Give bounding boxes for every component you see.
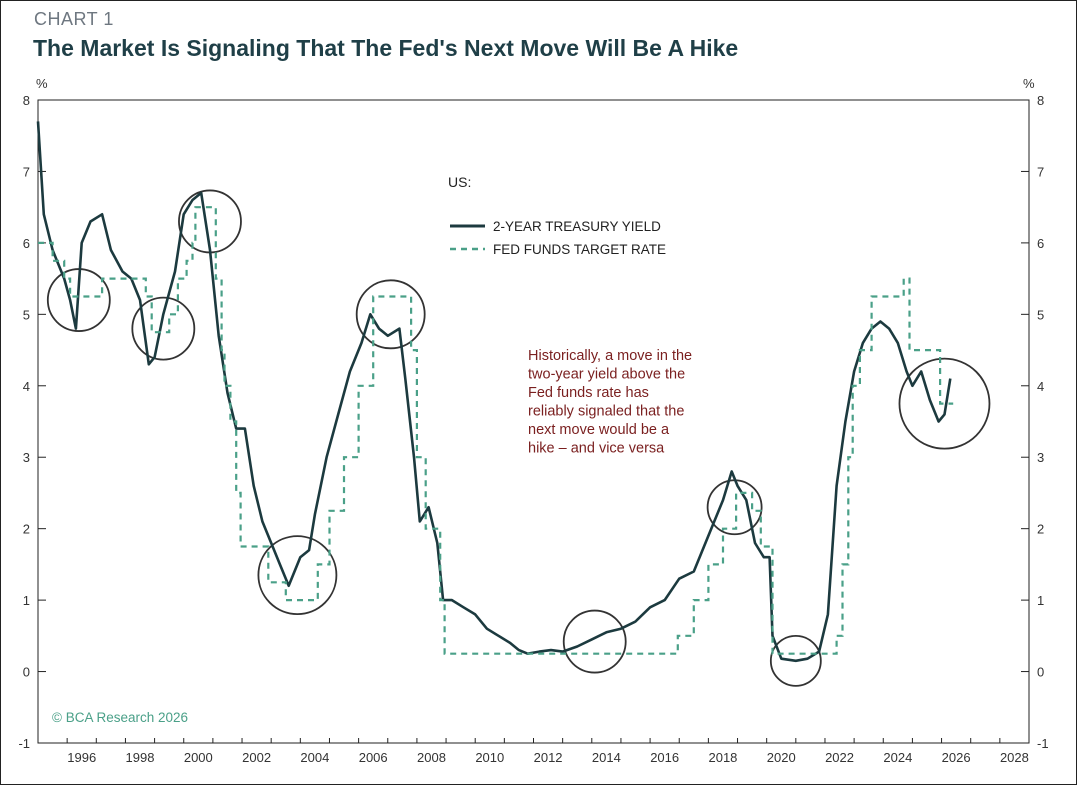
y-tick-label-left: 1	[23, 593, 30, 608]
highlight-circle	[562, 609, 627, 674]
annotation-line: reliably signaled that the	[528, 404, 684, 420]
y-unit-right: %	[1023, 76, 1035, 91]
y-tick-label-right: 1	[1037, 593, 1044, 608]
y-tick-label-left: 8	[23, 93, 30, 108]
series-line-fed-funds	[38, 206, 954, 655]
legend-title: US:	[448, 174, 471, 190]
x-tick-label: 2006	[359, 750, 388, 765]
y-tick-label-left: 2	[23, 522, 30, 537]
highlight-circle	[257, 535, 338, 616]
y-tick-label-right: 5	[1037, 307, 1044, 322]
x-tick-label: 2016	[650, 750, 679, 765]
legend: US: 2-YEAR TREASURY YIELD FED FUNDS TARG…	[448, 174, 666, 257]
y-tick-label-right: 2	[1037, 522, 1044, 537]
x-tick-label: 2022	[825, 750, 854, 765]
annotation-line: Fed funds rate has	[528, 385, 649, 401]
series-line-2yr-yield	[36, 121, 952, 663]
y-tick-label-right: -1	[1037, 736, 1049, 751]
x-tick-label: 1996	[67, 750, 96, 765]
x-tick-label: 2010	[475, 750, 504, 765]
x-tick-label: 2018	[708, 750, 737, 765]
annotation-line: Historically, a move in the	[528, 348, 692, 364]
legend-label-yield: 2-YEAR TREASURY YIELD	[493, 219, 661, 234]
highlight-circle	[706, 479, 763, 536]
x-tick-label: 2028	[1000, 750, 1029, 765]
y-tick-label-right: 7	[1037, 164, 1044, 179]
highlight-circle	[769, 634, 822, 687]
y-tick-label-left: 7	[23, 164, 30, 179]
highlight-circle	[355, 279, 426, 350]
x-tick-label: 2004	[300, 750, 329, 765]
highlight-circle	[898, 357, 991, 450]
y-tick-label-left: 3	[23, 450, 30, 465]
y-tick-label-left: 5	[23, 307, 30, 322]
y-tick-label-right: 6	[1037, 236, 1044, 251]
y-tick-label-right: 0	[1037, 665, 1044, 680]
y-tick-label-left: -1	[18, 736, 30, 751]
y-tick-label-right: 8	[1037, 93, 1044, 108]
annotation-text: Historically, a move in the two-year yiel…	[528, 348, 692, 457]
y-tick-label-right: 3	[1037, 450, 1044, 465]
x-tick-label: 2014	[592, 750, 621, 765]
y-unit-left: %	[36, 76, 48, 91]
x-tick-label: 2026	[942, 750, 971, 765]
x-tick-label: 2002	[242, 750, 271, 765]
x-tick-label: 2020	[767, 750, 796, 765]
chart-title: The Market Is Signaling That The Fed's N…	[33, 35, 739, 61]
x-tick-label: 2024	[883, 750, 912, 765]
x-tick-label: 1998	[126, 750, 155, 765]
x-tick-label: 2012	[534, 750, 563, 765]
annotation-line: two-year yield above the	[528, 367, 685, 383]
y-tick-label-left: 4	[23, 379, 30, 394]
annotation-line: hike – and vice versa	[528, 441, 665, 457]
x-tick-label: 2000	[184, 750, 213, 765]
highlight-circle	[131, 296, 196, 361]
credit: © BCA Research 2026	[52, 710, 188, 725]
y-tick-label-left: 0	[23, 665, 30, 680]
y-tick-label-left: 6	[23, 236, 30, 251]
annotation-line: next move would be a	[528, 422, 670, 438]
x-tick-label: 2008	[417, 750, 446, 765]
y-tick-label-right: 4	[1037, 379, 1044, 394]
chart-label: CHART 1	[34, 9, 114, 29]
legend-label-fed: FED FUNDS TARGET RATE	[493, 242, 666, 257]
